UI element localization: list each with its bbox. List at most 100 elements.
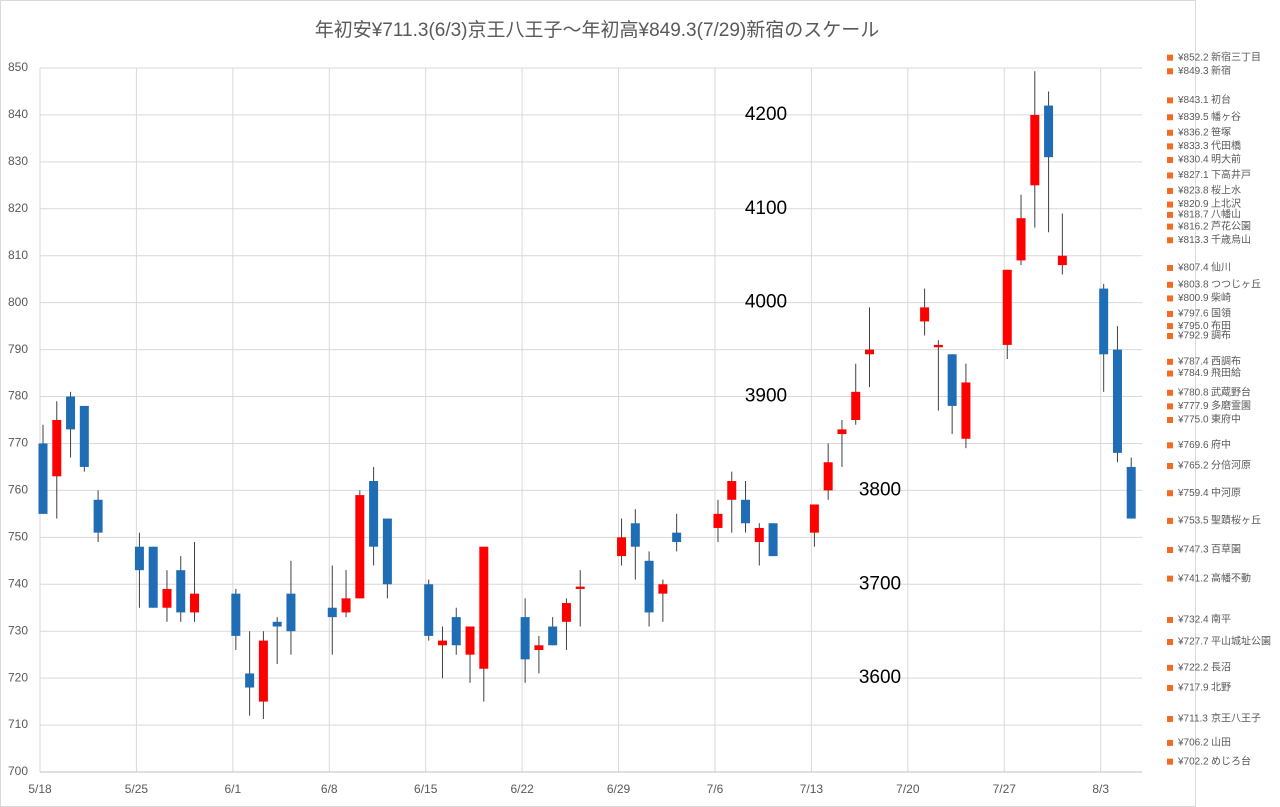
station-marker [1167,295,1173,302]
y2-annotation: 4000 [745,292,787,313]
station-marker [1167,417,1173,423]
candle-body [66,396,76,430]
candle-body [258,640,268,702]
station-price: ¥727.7 [1177,637,1209,648]
station-marker [1167,638,1173,645]
candle-body [148,546,158,608]
candle-body [1002,269,1012,345]
station-marker [1167,143,1173,150]
station-price: ¥803.8 [1177,279,1209,290]
station-marker [1167,442,1173,449]
station-name: 代田橋 [1211,139,1241,152]
station-marker [1167,739,1173,746]
candle-body [823,462,833,491]
station-marker [1167,389,1173,396]
candle-body [437,640,447,646]
station-name: 芦花公園 [1211,219,1251,232]
candle-body [575,586,585,589]
station-price: ¥753.5 [1177,516,1209,527]
station-name: 飛田給 [1211,366,1241,379]
station-price: ¥732.4 [1177,615,1209,626]
candle-body [1057,255,1067,266]
candle-body [672,532,682,543]
station-marker [1167,616,1173,623]
station-name: 国領 [1211,307,1231,320]
station-name: 調布 [1211,329,1231,342]
station-marker [1167,156,1173,163]
station-price: ¥747.3 [1177,545,1209,556]
candle-body [286,593,296,632]
station-name: つつじヶ丘 [1211,278,1261,290]
candle-body [245,673,255,688]
station-price: ¥787.4 [1177,356,1209,367]
station-name: 長沼 [1211,660,1231,673]
station-price: ¥741.2 [1177,573,1209,584]
station-name: 武蔵野台 [1211,385,1251,398]
candle-body [1126,466,1136,519]
candle-body [1099,288,1109,355]
station-marker [1167,129,1173,136]
candle-body [479,546,489,669]
candle-body [134,546,144,571]
candle-body [190,593,200,613]
candle-body [231,593,241,636]
candle-body [520,617,530,660]
station-price: ¥759.4 [1177,488,1209,499]
station-price: ¥784.9 [1177,368,1209,379]
station-price: ¥830.4 [1177,155,1209,166]
candle-body [768,523,778,557]
station-marker [1167,575,1173,582]
station-price: ¥800.9 [1177,293,1209,304]
station-name: 中河原 [1211,486,1241,499]
station-price: ¥717.9 [1177,683,1209,694]
station-name: 山田 [1211,737,1231,749]
candle-body [93,499,103,533]
station-marker [1167,114,1173,121]
y2-annotation: 3900 [745,386,787,407]
candle-body [630,523,640,547]
candle-body [851,391,861,420]
y2-annotation: 3700 [859,573,901,594]
station-marker [1167,223,1173,230]
candle-body [713,513,723,528]
station-name: 聖蹟桜ヶ丘 [1211,514,1261,527]
station-price: ¥833.3 [1177,141,1209,152]
station-marker [1167,358,1173,365]
candle-body [754,527,764,543]
station-price: ¥823.8 [1177,186,1209,197]
station-marker [1167,68,1173,75]
x-tick-label: 5/25 [125,782,149,796]
candle-body [727,481,737,500]
station-marker [1167,664,1173,671]
station-name: 京王八王子 [1211,712,1261,725]
station-price: ¥843.1 [1177,95,1209,106]
station-marker [1167,490,1173,497]
station-price: ¥706.2 [1177,738,1209,749]
station-price: ¥797.6 [1177,309,1209,320]
station-marker [1167,547,1173,554]
station-price: ¥836.2 [1177,127,1209,138]
station-name: 多磨霊園 [1211,399,1251,412]
y-tick-label: 810 [8,248,28,262]
y-tick-label: 760 [8,483,28,497]
station-price: ¥722.2 [1177,662,1209,673]
candle-body [809,504,819,533]
station-price: ¥849.3 [1177,66,1209,77]
candle-body [38,443,48,514]
station-price: ¥807.4 [1177,263,1209,274]
candle-body [369,481,379,547]
candle-body [933,344,943,348]
station-name: 幡ヶ谷 [1211,110,1241,123]
x-tick-label: 7/20 [896,782,920,796]
station-marker [1167,517,1173,524]
y-tick-label: 790 [8,342,28,356]
candle-body [961,382,971,439]
station-name: 仙川 [1211,261,1231,274]
station-name: 八幡山 [1211,208,1241,221]
station-price: ¥780.8 [1177,387,1209,398]
y-tick-label: 830 [8,154,28,168]
candle-body [465,626,475,655]
x-tick-label: 7/27 [993,782,1017,796]
station-name: 上北沢 [1211,197,1241,210]
station-marker [1167,332,1173,339]
